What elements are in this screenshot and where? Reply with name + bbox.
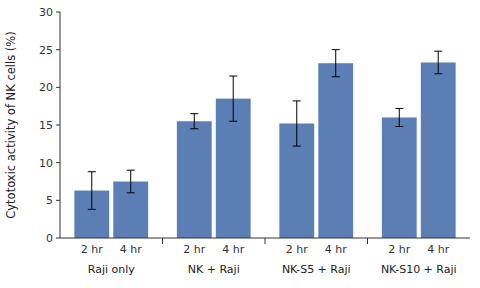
- chart: 0 5 10 15 20 25 30 Cytotoxic activity of NK cel…: [0, 0, 480, 288]
- group-separator: [367, 238, 368, 244]
- y-axis-label: Cytotoxic activity of NK cells (%): [4, 31, 18, 218]
- error-cap: [434, 73, 442, 74]
- error-cap: [293, 146, 301, 147]
- error-line: [296, 101, 297, 146]
- y-tick-label: 30: [39, 6, 53, 19]
- group-label: NK + Raji: [188, 263, 240, 276]
- error-line: [399, 108, 400, 126]
- error-line: [91, 172, 92, 210]
- error-cap: [127, 192, 135, 193]
- error-bar: [293, 101, 301, 146]
- error-bar: [332, 50, 340, 77]
- error-cap: [229, 121, 237, 122]
- x-tick-label: 4 hr: [325, 243, 347, 256]
- x-tick-label: 2 hr: [388, 243, 410, 256]
- error-cap: [88, 209, 96, 210]
- error-cap: [434, 51, 442, 52]
- error-bar: [88, 172, 96, 210]
- error-cap: [229, 76, 237, 77]
- bar: [177, 121, 212, 238]
- y-tick: [56, 200, 60, 201]
- y-tick: [56, 49, 60, 50]
- error-line: [233, 76, 234, 121]
- x-tick-label: 2 hr: [183, 243, 205, 256]
- chart-container: 0 5 10 15 20 25 30 Cytotoxic activity of NK cel…: [0, 0, 480, 288]
- y-tick-label: 20: [39, 81, 53, 94]
- error-bar: [434, 51, 442, 74]
- error-cap: [293, 100, 301, 101]
- error-line: [335, 50, 336, 77]
- x-tick-label: 2 hr: [286, 243, 308, 256]
- x-tick-label: 4 hr: [120, 243, 142, 256]
- y-tick-label: 10: [39, 157, 53, 170]
- error-bar: [127, 170, 135, 193]
- x-tick-label: 4 hr: [427, 243, 449, 256]
- error-cap: [332, 76, 340, 77]
- error-line: [438, 51, 439, 74]
- error-bar: [395, 108, 403, 126]
- error-cap: [190, 128, 198, 129]
- bar: [382, 117, 417, 238]
- error-bar: [229, 76, 237, 121]
- y-tick-label: 0: [46, 232, 53, 245]
- error-cap: [332, 49, 340, 50]
- error-cap: [395, 108, 403, 109]
- y-tick-label: 15: [39, 119, 53, 132]
- bar: [421, 62, 456, 238]
- group-separator: [265, 238, 266, 244]
- group-label: NK-S10 + Raji: [381, 263, 457, 276]
- y-tick: [56, 12, 60, 13]
- error-cap: [127, 170, 135, 171]
- bar: [318, 63, 353, 238]
- y-tick-label: 5: [46, 194, 53, 207]
- error-cap: [395, 126, 403, 127]
- x-tick-label: 4 hr: [222, 243, 244, 256]
- y-tick: [56, 162, 60, 163]
- error-bar: [190, 114, 198, 129]
- error-cap: [190, 113, 198, 114]
- group-label: NK-S5 + Raji: [282, 263, 351, 276]
- group-separator: [162, 238, 163, 244]
- bars: [74, 50, 455, 238]
- y-tick: [56, 125, 60, 126]
- error-line: [194, 114, 195, 129]
- x-tick-label: 2 hr: [81, 243, 103, 256]
- y-tick: [56, 238, 60, 239]
- y-tick-label: 25: [39, 44, 53, 57]
- error-cap: [88, 171, 96, 172]
- y-axis: [60, 12, 61, 238]
- y-tick: [56, 87, 60, 88]
- x-axis: [60, 238, 470, 239]
- error-line: [130, 170, 131, 193]
- group-label: Raji only: [88, 263, 136, 276]
